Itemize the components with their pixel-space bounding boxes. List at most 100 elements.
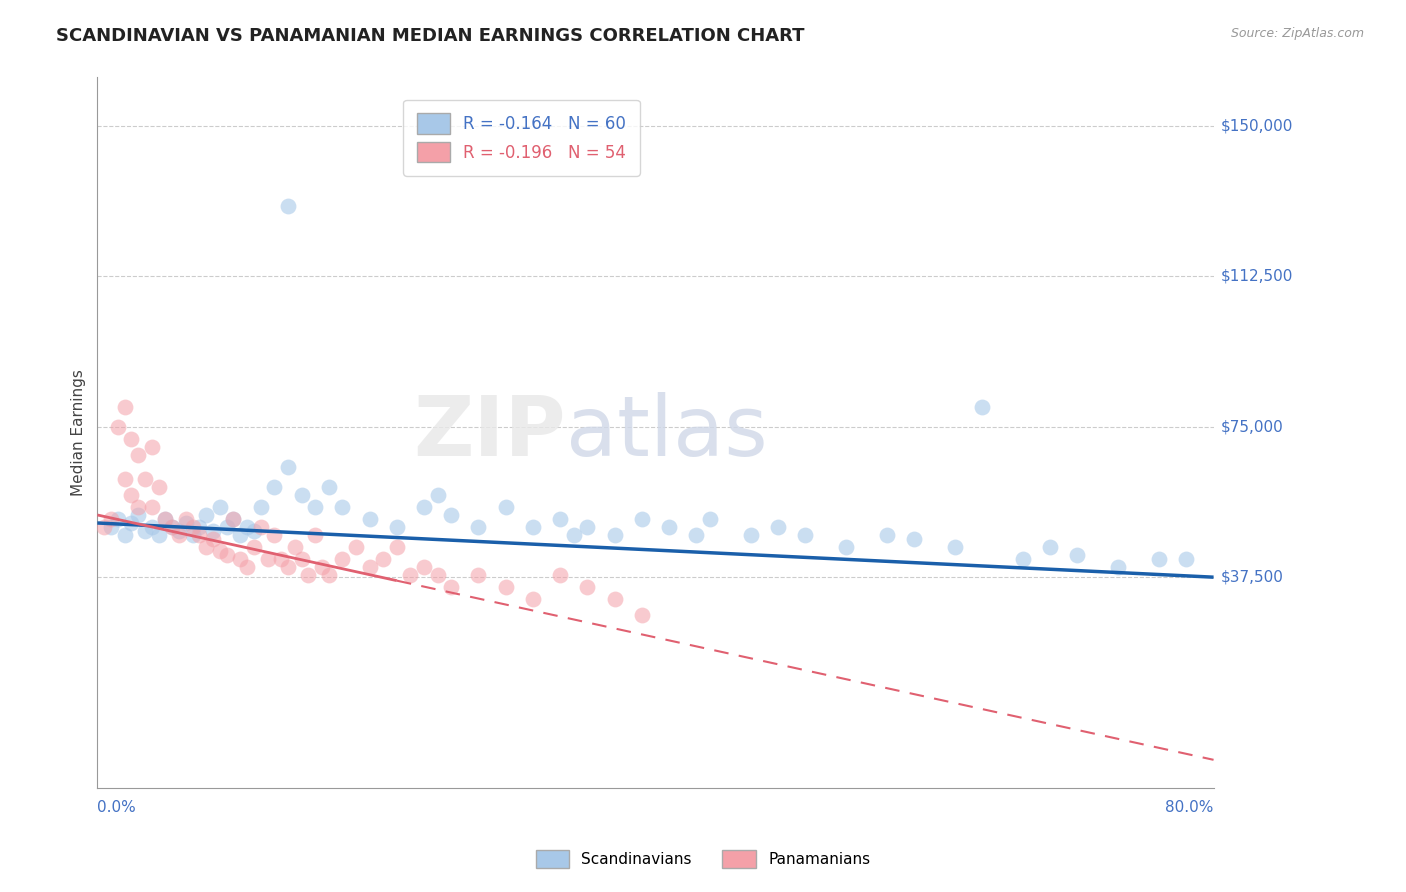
Point — [249, 500, 271, 514]
Point — [174, 512, 197, 526]
Text: 80.0%: 80.0% — [1166, 800, 1213, 815]
Point — [603, 592, 626, 607]
Point — [522, 520, 544, 534]
Point — [229, 552, 252, 566]
Point — [385, 520, 408, 534]
Point — [181, 520, 204, 534]
Point — [311, 560, 333, 574]
Point — [740, 528, 762, 542]
Point — [332, 500, 354, 514]
Point — [215, 520, 238, 534]
Point — [222, 512, 245, 526]
Point — [202, 524, 225, 538]
Text: 0.0%: 0.0% — [97, 800, 136, 815]
Point — [344, 540, 367, 554]
Point — [318, 568, 340, 582]
Point — [134, 472, 156, 486]
Point — [263, 528, 285, 542]
Text: $150,000: $150,000 — [1220, 118, 1292, 133]
Point — [548, 512, 571, 526]
Point — [495, 500, 517, 514]
Point — [467, 568, 489, 582]
Point — [127, 508, 149, 522]
Point — [318, 480, 340, 494]
Point — [148, 480, 170, 494]
Point — [160, 520, 183, 534]
Point — [202, 532, 225, 546]
Point — [256, 552, 278, 566]
Point — [195, 508, 218, 522]
Point — [127, 500, 149, 514]
Point — [1107, 560, 1129, 574]
Point — [141, 440, 163, 454]
Text: $75,000: $75,000 — [1220, 419, 1284, 434]
Text: $112,500: $112,500 — [1220, 268, 1292, 284]
Point — [576, 520, 599, 534]
Point — [290, 488, 312, 502]
Point — [943, 540, 966, 554]
Point — [236, 560, 259, 574]
Point — [440, 508, 463, 522]
Point — [167, 528, 190, 542]
Point — [277, 560, 299, 574]
Point — [699, 512, 721, 526]
Point — [93, 520, 115, 534]
Point — [304, 528, 326, 542]
Point — [249, 520, 271, 534]
Point — [270, 552, 292, 566]
Point — [332, 552, 354, 566]
Point — [603, 528, 626, 542]
Point — [440, 580, 463, 594]
Point — [467, 520, 489, 534]
Point — [413, 560, 436, 574]
Point — [148, 528, 170, 542]
Point — [426, 488, 449, 502]
Point — [243, 540, 266, 554]
Point — [658, 520, 681, 534]
Point — [120, 488, 142, 502]
Point — [215, 548, 238, 562]
Point — [835, 540, 858, 554]
Text: ZIP: ZIP — [413, 392, 567, 473]
Point — [766, 520, 789, 534]
Point — [304, 500, 326, 514]
Point — [114, 472, 136, 486]
Point — [174, 516, 197, 530]
Point — [277, 459, 299, 474]
Point — [160, 520, 183, 534]
Point — [297, 568, 319, 582]
Point — [100, 512, 122, 526]
Text: $37,500: $37,500 — [1220, 570, 1284, 584]
Point — [114, 528, 136, 542]
Point — [141, 520, 163, 534]
Point — [1066, 548, 1088, 562]
Point — [1012, 552, 1035, 566]
Point — [107, 419, 129, 434]
Legend: Scandinavians, Panamanians: Scandinavians, Panamanians — [527, 843, 879, 875]
Point — [1175, 552, 1198, 566]
Point — [120, 432, 142, 446]
Point — [548, 568, 571, 582]
Point — [141, 500, 163, 514]
Point — [359, 560, 381, 574]
Point — [876, 528, 898, 542]
Point — [167, 524, 190, 538]
Point — [413, 500, 436, 514]
Point — [903, 532, 925, 546]
Point — [181, 528, 204, 542]
Point — [373, 552, 395, 566]
Point — [114, 400, 136, 414]
Point — [195, 540, 218, 554]
Point — [208, 500, 231, 514]
Point — [107, 512, 129, 526]
Point — [236, 520, 259, 534]
Point — [155, 512, 177, 526]
Point — [1039, 540, 1062, 554]
Point — [495, 580, 517, 594]
Point — [263, 480, 285, 494]
Point — [100, 520, 122, 534]
Point — [188, 528, 211, 542]
Point — [290, 552, 312, 566]
Point — [685, 528, 707, 542]
Point — [208, 544, 231, 558]
